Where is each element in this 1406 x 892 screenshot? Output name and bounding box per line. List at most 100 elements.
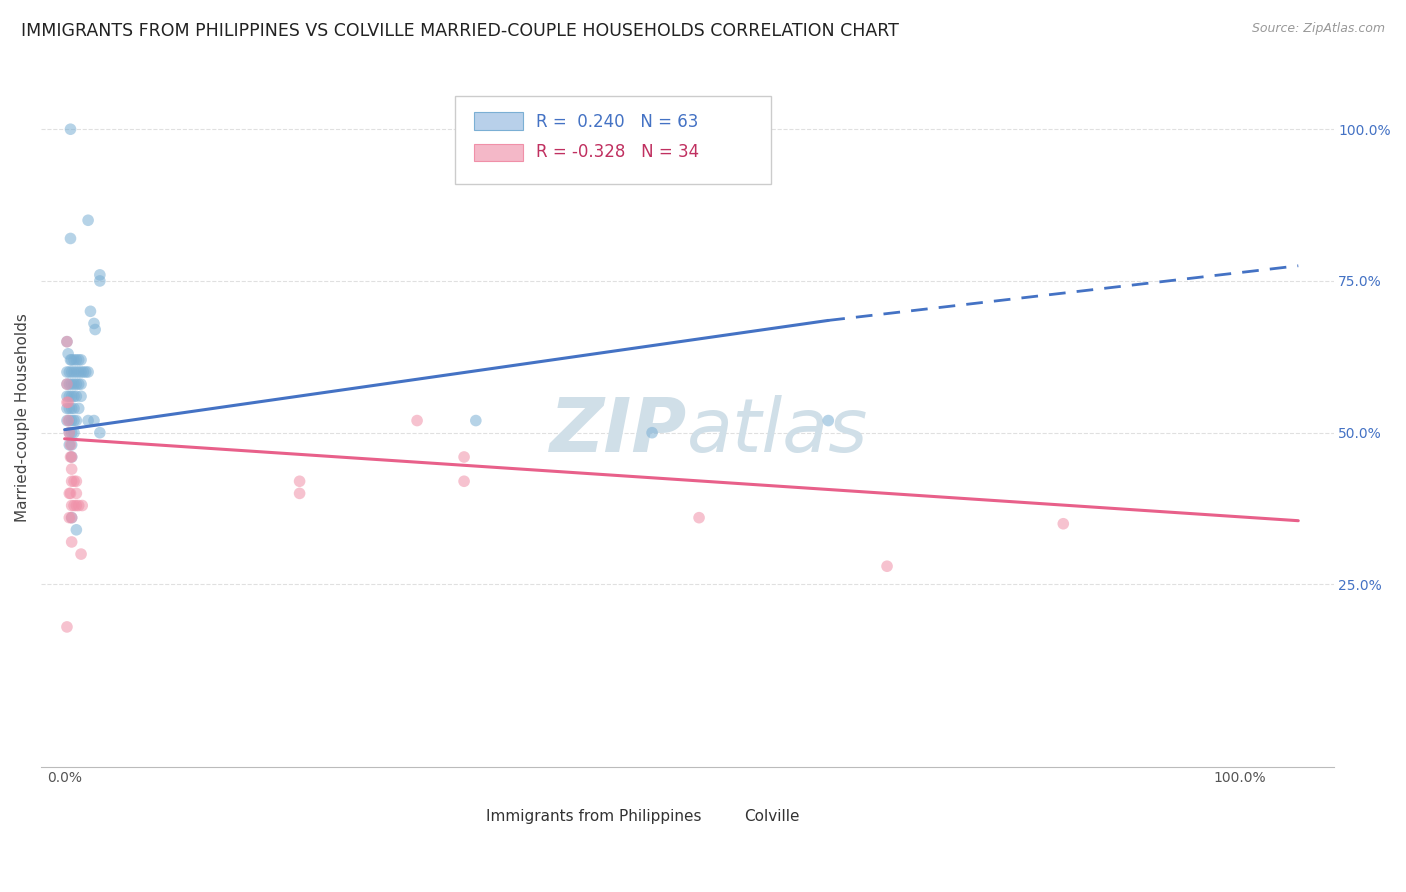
Point	[60, 462, 83, 476]
Point	[58, 365, 80, 379]
Point	[63, 352, 86, 367]
Point	[63, 365, 86, 379]
Point	[89, 268, 111, 282]
Point	[59, 122, 82, 136]
Point	[1052, 516, 1074, 531]
Point	[60, 377, 83, 392]
Point	[63, 425, 86, 440]
Point	[77, 413, 100, 427]
Point	[59, 450, 82, 464]
Point	[65, 389, 87, 403]
Point	[56, 395, 79, 409]
Point	[58, 425, 80, 440]
Text: Source: ZipAtlas.com: Source: ZipAtlas.com	[1251, 22, 1385, 36]
Text: IMMIGRANTS FROM PHILIPPINES VS COLVILLE MARRIED-COUPLE HOUSEHOLDS CORRELATION CH: IMMIGRANTS FROM PHILIPPINES VS COLVILLE …	[21, 22, 898, 40]
Point	[65, 352, 87, 367]
Point	[817, 413, 839, 427]
Point	[56, 377, 79, 392]
Point	[58, 486, 80, 500]
Point	[288, 486, 311, 500]
Point	[77, 213, 100, 227]
Point	[876, 559, 898, 574]
Point	[70, 352, 93, 367]
Point	[58, 389, 80, 403]
Point	[70, 547, 93, 561]
Point	[65, 365, 87, 379]
Point	[60, 413, 83, 427]
Point	[59, 438, 82, 452]
Point	[406, 413, 429, 427]
FancyBboxPatch shape	[700, 810, 737, 825]
Point	[63, 413, 86, 427]
Point	[688, 510, 710, 524]
Point	[60, 475, 83, 489]
Point	[83, 413, 105, 427]
Point	[65, 523, 87, 537]
Point	[67, 499, 90, 513]
Point	[67, 401, 90, 416]
Point	[63, 389, 86, 403]
Point	[58, 401, 80, 416]
Text: atlas: atlas	[688, 395, 869, 467]
Point	[58, 377, 80, 392]
Point	[63, 499, 86, 513]
Point	[641, 425, 664, 440]
Point	[70, 389, 93, 403]
Point	[59, 231, 82, 245]
Y-axis label: Married-couple Households: Married-couple Households	[15, 313, 30, 522]
Point	[84, 322, 107, 336]
Point	[60, 450, 83, 464]
Point	[56, 389, 79, 403]
Point	[60, 499, 83, 513]
Point	[63, 377, 86, 392]
FancyBboxPatch shape	[454, 96, 772, 184]
Point	[83, 317, 105, 331]
Point	[60, 365, 83, 379]
Point	[77, 365, 100, 379]
Text: Colville: Colville	[744, 809, 800, 824]
Point	[70, 499, 93, 513]
Point	[59, 352, 82, 367]
Text: Immigrants from Philippines: Immigrants from Philippines	[485, 809, 702, 824]
Point	[56, 365, 79, 379]
Point	[79, 304, 101, 318]
Point	[63, 475, 86, 489]
Point	[60, 535, 83, 549]
Point	[453, 450, 475, 464]
Point	[58, 425, 80, 440]
Point	[65, 377, 87, 392]
Point	[67, 377, 90, 392]
Point	[65, 486, 87, 500]
Point	[89, 274, 111, 288]
Point	[56, 413, 79, 427]
Point	[60, 438, 83, 452]
Point	[58, 510, 80, 524]
Point	[56, 401, 79, 416]
Point	[58, 438, 80, 452]
Point	[60, 510, 83, 524]
Point	[60, 425, 83, 440]
FancyBboxPatch shape	[474, 144, 523, 161]
Point	[89, 425, 111, 440]
Point	[65, 499, 87, 513]
Point	[67, 352, 90, 367]
Point	[56, 377, 79, 392]
Point	[60, 450, 83, 464]
Point	[70, 365, 93, 379]
Point	[59, 486, 82, 500]
Point	[60, 352, 83, 367]
Point	[56, 395, 79, 409]
Point	[56, 334, 79, 349]
Point	[56, 620, 79, 634]
FancyBboxPatch shape	[441, 810, 478, 825]
Point	[288, 475, 311, 489]
Point	[60, 401, 83, 416]
Point	[72, 365, 94, 379]
Point	[70, 377, 93, 392]
Point	[60, 389, 83, 403]
Point	[67, 365, 90, 379]
Text: R = -0.328   N = 34: R = -0.328 N = 34	[536, 144, 699, 161]
Point	[75, 365, 97, 379]
Point	[60, 510, 83, 524]
Point	[65, 413, 87, 427]
